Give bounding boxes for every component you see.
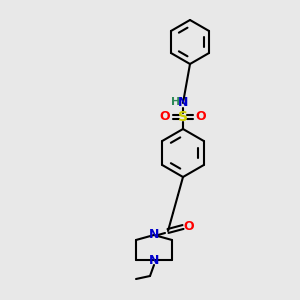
Text: O: O xyxy=(160,110,170,124)
Text: N: N xyxy=(178,97,188,110)
Text: S: S xyxy=(178,110,188,124)
Text: H: H xyxy=(171,97,181,107)
Text: O: O xyxy=(196,110,206,124)
Text: O: O xyxy=(184,220,194,232)
Text: N: N xyxy=(149,254,159,266)
Text: N: N xyxy=(149,229,159,242)
